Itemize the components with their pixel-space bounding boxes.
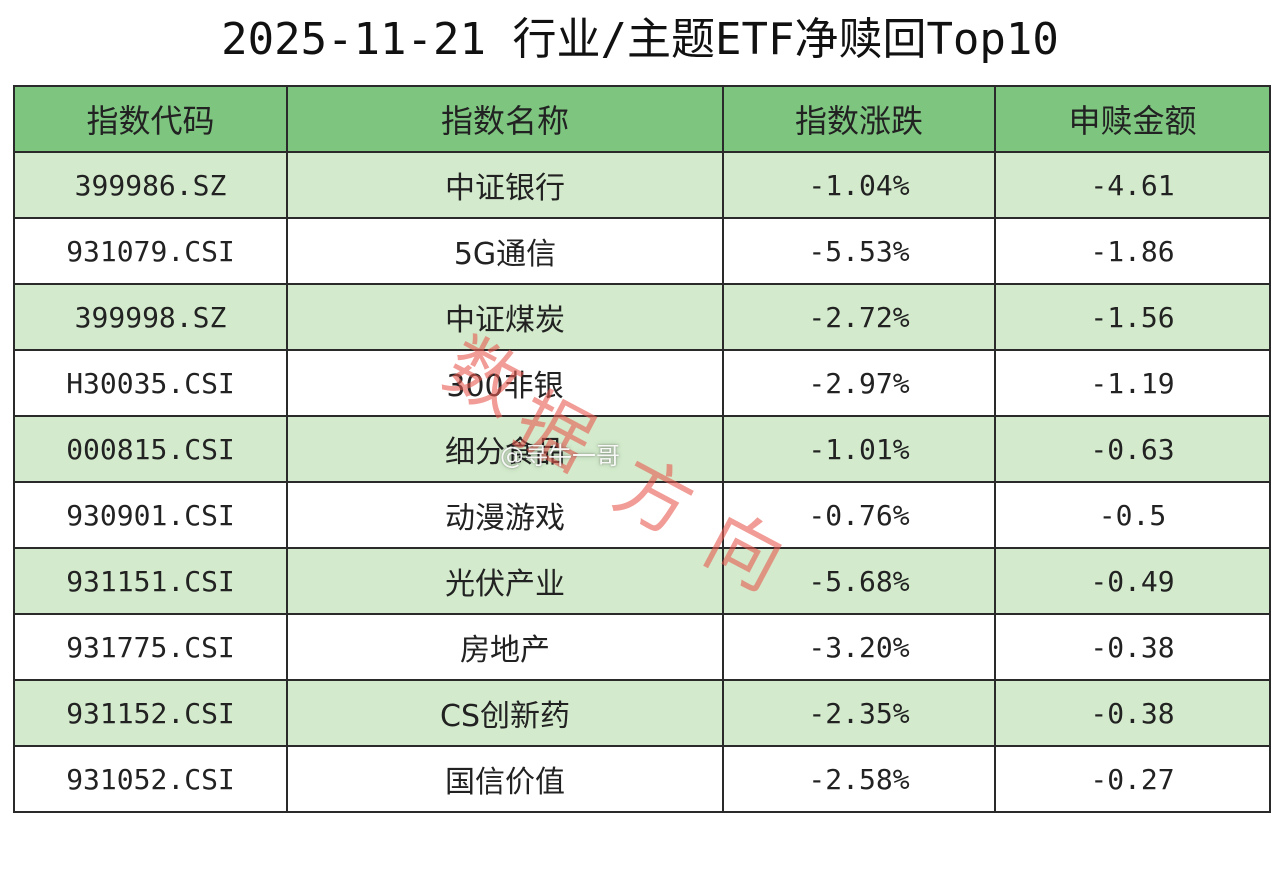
- cell-index-change: -2.97%: [722, 349, 996, 417]
- cell-index-name: 光伏产业: [286, 547, 724, 615]
- table-row: 930901.CSI 动漫游戏 -0.76% -0.5: [13, 481, 1271, 549]
- cell-index-name: 300非银: [286, 349, 724, 417]
- table-row: 931152.CSI CS创新药 -2.35% -0.38: [13, 679, 1271, 747]
- cell-subscription-amount: -0.63: [994, 415, 1271, 483]
- cell-subscription-amount: -1.19: [994, 349, 1271, 417]
- table-body: 399986.SZ 中证银行 -1.04% -4.61 931079.CSI 5G通信 -5…: [13, 151, 1271, 813]
- cell-index-change: -3.20%: [722, 613, 996, 681]
- table-row: H30035.CSI 300非银 -2.97% -1.19: [13, 349, 1271, 417]
- cell-index-code: 000815.CSI: [13, 415, 288, 483]
- table-header-row: 指数代码 指数名称 指数涨跌 申赎金额: [13, 85, 1271, 153]
- cell-index-change: -5.68%: [722, 547, 996, 615]
- cell-index-name: 中证银行: [286, 151, 724, 219]
- cell-subscription-amount: -4.61: [994, 151, 1271, 219]
- cell-index-code: 931052.CSI: [13, 745, 288, 813]
- table-row: 931052.CSI 国信价值 -2.58% -0.27: [13, 745, 1271, 813]
- cell-index-name: CS创新药: [286, 679, 724, 747]
- cell-index-name: 动漫游戏: [286, 481, 724, 549]
- cell-index-name: 中证煤炭: [286, 283, 724, 351]
- cell-index-change: -5.53%: [722, 217, 996, 285]
- cell-index-code: 399998.SZ: [13, 283, 288, 351]
- cell-subscription-amount: -1.86: [994, 217, 1271, 285]
- cell-index-name: 房地产: [286, 613, 724, 681]
- cell-subscription-amount: -0.38: [994, 679, 1271, 747]
- table-row: 399998.SZ 中证煤炭 -2.72% -1.56: [13, 283, 1271, 351]
- table-row: 931151.CSI 光伏产业 -5.68% -0.49: [13, 547, 1271, 615]
- cell-index-code: 931151.CSI: [13, 547, 288, 615]
- table-row: 931079.CSI 5G通信 -5.53% -1.86: [13, 217, 1271, 285]
- cell-index-change: -2.72%: [722, 283, 996, 351]
- cell-subscription-amount: -0.5: [994, 481, 1271, 549]
- cell-index-code: H30035.CSI: [13, 349, 288, 417]
- cell-subscription-amount: -0.49: [994, 547, 1271, 615]
- column-header-index-change: 指数涨跌: [722, 85, 996, 153]
- cell-index-code: 931775.CSI: [13, 613, 288, 681]
- table-row: 399986.SZ 中证银行 -1.04% -4.61: [13, 151, 1271, 219]
- cell-index-change: -1.04%: [722, 151, 996, 219]
- column-header-subscription-amount: 申赎金额: [994, 85, 1271, 153]
- etf-redemption-table: 指数代码 指数名称 指数涨跌 申赎金额 399986.SZ 中证银行 -1.04% -…: [13, 85, 1271, 813]
- cell-index-code: 399986.SZ: [13, 151, 288, 219]
- page-title: 2025-11-21 行业/主题ETF净赎回Top10: [221, 14, 1059, 65]
- cell-index-change: -1.01%: [722, 415, 996, 483]
- column-header-index-name: 指数名称: [286, 85, 724, 153]
- cell-subscription-amount: -0.38: [994, 613, 1271, 681]
- cell-subscription-amount: -1.56: [994, 283, 1271, 351]
- cell-index-change: -2.58%: [722, 745, 996, 813]
- cell-index-name: 5G通信: [286, 217, 724, 285]
- cell-index-code: 930901.CSI: [13, 481, 288, 549]
- table-row: 931775.CSI 房地产 -3.20% -0.38: [13, 613, 1271, 681]
- cell-index-code: 931152.CSI: [13, 679, 288, 747]
- cell-subscription-amount: -0.27: [994, 745, 1271, 813]
- cell-index-name: 细分食品: [286, 415, 724, 483]
- cell-index-name: 国信价值: [286, 745, 724, 813]
- column-header-index-code: 指数代码: [13, 85, 288, 153]
- cell-index-change: -0.76%: [722, 481, 996, 549]
- cell-index-change: -2.35%: [722, 679, 996, 747]
- table-row: 000815.CSI 细分食品 -1.01% -0.63: [13, 415, 1271, 483]
- cell-index-code: 931079.CSI: [13, 217, 288, 285]
